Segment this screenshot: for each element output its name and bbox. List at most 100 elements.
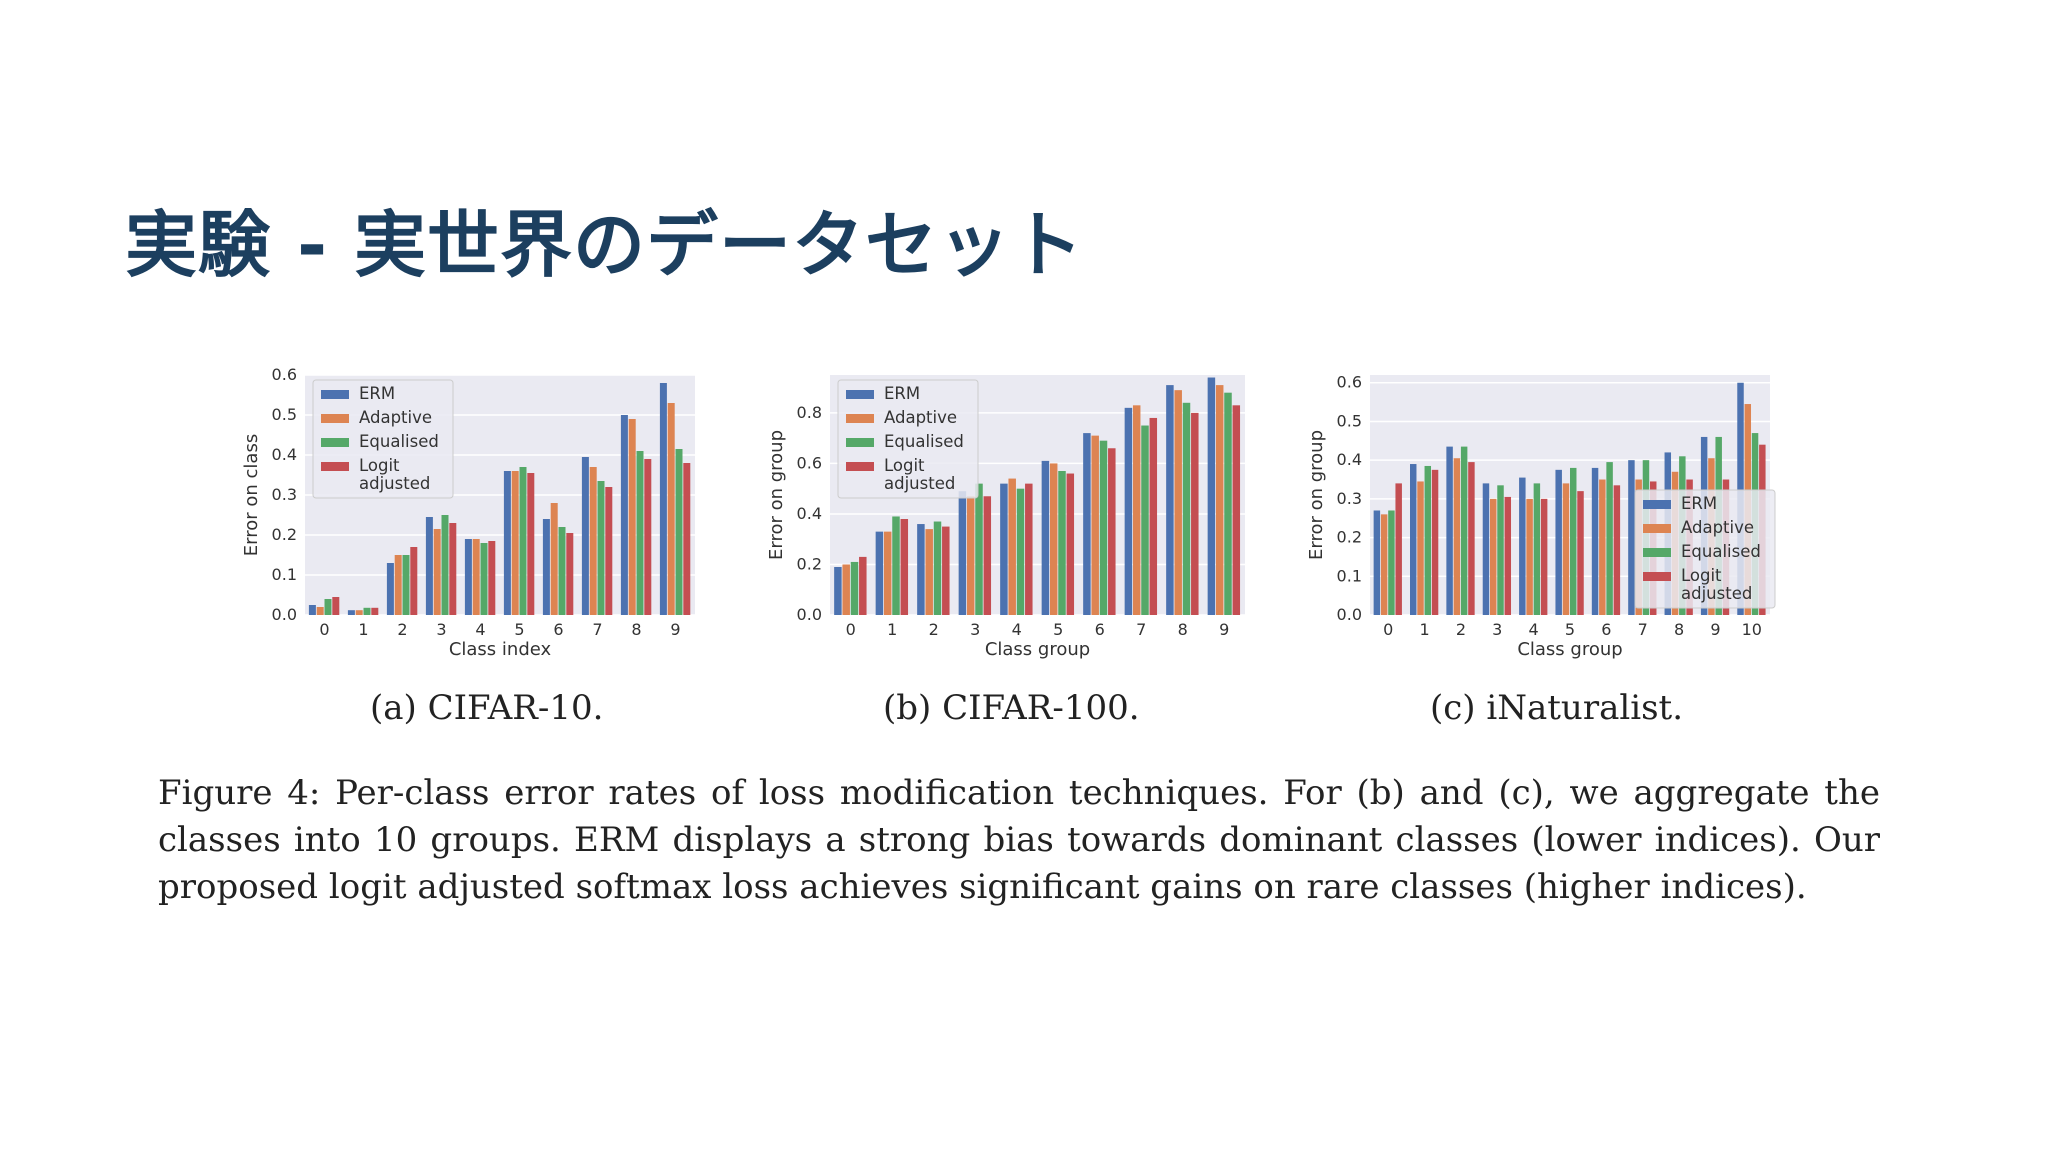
bar bbox=[308, 605, 316, 615]
x-tick-label: 4 bbox=[1529, 620, 1539, 639]
bar bbox=[659, 383, 667, 615]
bar bbox=[410, 547, 418, 615]
bar bbox=[834, 567, 842, 615]
x-tick-label: 1 bbox=[358, 620, 368, 639]
legend-swatch bbox=[846, 462, 874, 471]
legend-label: Logit adjusted bbox=[884, 456, 955, 493]
bar bbox=[842, 564, 850, 615]
bar bbox=[942, 526, 950, 615]
y-axis-label: Error on class bbox=[241, 434, 262, 556]
legend-label: Logit adjusted bbox=[359, 456, 430, 493]
bar bbox=[332, 597, 340, 615]
legend-label: Equalised bbox=[359, 432, 439, 451]
bar bbox=[1132, 405, 1141, 615]
bar bbox=[983, 496, 992, 615]
bar-chart-cifar10: 0.0 0.1 0.2 0.3 0.4 0.5 0.6 0 1 2 3 4 5 6 7 8 9 Class ind… bbox=[241, 365, 695, 660]
bar bbox=[1417, 481, 1424, 615]
bar bbox=[850, 561, 859, 615]
y-tick-label: 0.1 bbox=[1337, 566, 1362, 585]
bar bbox=[597, 481, 605, 615]
bar bbox=[636, 451, 644, 615]
legend-swatch bbox=[321, 414, 349, 423]
bar bbox=[900, 519, 909, 615]
bar bbox=[1149, 417, 1158, 615]
bar bbox=[1431, 469, 1439, 615]
bar bbox=[1395, 483, 1402, 615]
legend-swatch bbox=[1643, 548, 1671, 557]
bar bbox=[683, 463, 691, 615]
bar bbox=[1008, 478, 1016, 615]
bar bbox=[1207, 377, 1216, 615]
legend-swatch bbox=[1643, 524, 1671, 533]
bar bbox=[1232, 405, 1241, 615]
bar bbox=[1083, 433, 1091, 615]
bar bbox=[1108, 448, 1116, 615]
bar bbox=[1606, 462, 1613, 615]
x-tick-label: 0 bbox=[319, 620, 329, 639]
bar bbox=[1468, 462, 1475, 615]
bar bbox=[1490, 498, 1497, 615]
bar bbox=[1388, 510, 1395, 615]
y-tick-label: 0.3 bbox=[272, 485, 297, 504]
bar bbox=[675, 449, 683, 615]
bar bbox=[1016, 488, 1025, 615]
legend: ERM Adaptive Equalised Logit adjusted bbox=[312, 379, 454, 499]
bar bbox=[1380, 514, 1388, 615]
y-tick-label: 0.2 bbox=[272, 525, 297, 544]
y-tick-label: 0.3 bbox=[1337, 489, 1362, 508]
bar bbox=[355, 610, 363, 615]
bar bbox=[1533, 483, 1541, 615]
bar bbox=[1373, 510, 1381, 615]
bar bbox=[875, 531, 884, 615]
bar bbox=[1562, 483, 1570, 615]
bar bbox=[480, 543, 488, 615]
x-tick-label: 4 bbox=[475, 620, 485, 639]
bar bbox=[917, 524, 925, 615]
x-tick-label: 9 bbox=[1710, 620, 1720, 639]
bar bbox=[1058, 471, 1066, 615]
bar bbox=[1446, 446, 1453, 615]
bar bbox=[1453, 458, 1461, 615]
legend-label: Equalised bbox=[884, 432, 964, 451]
legend-label: Adaptive bbox=[884, 408, 957, 427]
bar bbox=[1460, 446, 1468, 615]
y-tick-label: 0.1 bbox=[272, 565, 297, 584]
bar bbox=[628, 419, 636, 615]
x-tick-label: 4 bbox=[1012, 620, 1022, 639]
x-tick-label: 5 bbox=[1565, 620, 1575, 639]
x-tick-label: 1 bbox=[887, 620, 897, 639]
y-tick-label: 0.5 bbox=[272, 405, 297, 424]
bar bbox=[542, 519, 550, 615]
bar bbox=[605, 487, 613, 615]
bar-chart-cifar100: 0.0 0.2 0.4 0.6 0.8 0 1 2 3 4 5 6 7 8 9 Class group Erro… bbox=[766, 375, 1245, 660]
y-tick-label: 0.4 bbox=[272, 445, 297, 464]
bar bbox=[1628, 460, 1635, 615]
x-tick-label: 6 bbox=[1095, 620, 1105, 639]
bar bbox=[1099, 440, 1108, 615]
y-axis-label: Error on group bbox=[1306, 430, 1327, 560]
legend-swatch bbox=[1643, 572, 1671, 581]
x-tick-label: 8 bbox=[1178, 620, 1188, 639]
legend-label: ERM bbox=[884, 384, 920, 403]
bar bbox=[503, 471, 511, 615]
x-axis-label: Class group bbox=[985, 639, 1090, 660]
bar bbox=[1224, 392, 1232, 615]
bar bbox=[1182, 402, 1191, 615]
bar bbox=[1066, 473, 1075, 615]
bar bbox=[1410, 464, 1417, 615]
legend-swatch bbox=[846, 438, 874, 447]
bar bbox=[1599, 479, 1606, 615]
y-tick-label: 0.0 bbox=[797, 605, 822, 624]
bar bbox=[347, 610, 355, 615]
bar bbox=[589, 467, 597, 615]
legend: ERM Adaptive Equalised Logit adjusted bbox=[837, 379, 979, 499]
x-tick-label: 9 bbox=[1219, 620, 1229, 639]
legend-swatch bbox=[846, 390, 874, 399]
x-tick-label: 7 bbox=[1136, 620, 1146, 639]
bar bbox=[1591, 467, 1599, 615]
bar bbox=[488, 541, 496, 615]
y-tick-label: 0.4 bbox=[1337, 450, 1362, 469]
bar bbox=[519, 467, 527, 615]
x-tick-label: 0 bbox=[846, 620, 856, 639]
legend-swatch bbox=[1643, 500, 1671, 509]
